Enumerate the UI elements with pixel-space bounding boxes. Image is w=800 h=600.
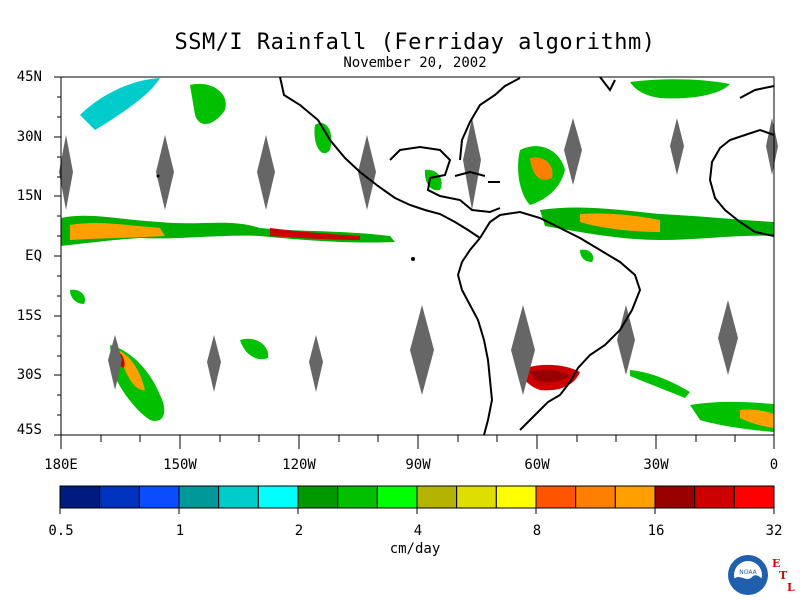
colorbar-swatch [614, 485, 656, 509]
colorbar-swatch [218, 485, 259, 509]
colorbar-swatch [138, 485, 180, 509]
colorbar-swatch [456, 485, 497, 509]
colorbar-swatch [297, 485, 339, 509]
colorbar-swatch [495, 485, 537, 509]
lon-label: 30W [643, 457, 669, 473]
map-title: SSM/I Rainfall (Ferriday algorithm) [174, 30, 656, 55]
rainfall-patches [61, 78, 774, 432]
noaa-logo-text: NOAA [739, 569, 757, 576]
lat-label: 30N [16, 129, 42, 145]
lat-label: 15N [16, 188, 42, 204]
lon-label: 0 [769, 457, 779, 473]
colorbar-swatch [178, 485, 220, 509]
colorbar-swatch [257, 485, 299, 509]
colorbar-tick-label: 16 [647, 523, 665, 539]
colorbar-swatch [99, 485, 140, 509]
islands [156, 174, 415, 261]
lon-label: 150W [163, 457, 197, 473]
lon-label: 90W [405, 457, 431, 473]
colorbar-swatch [733, 485, 775, 509]
lat-label: 15S [16, 308, 42, 324]
colorbar-swatch [376, 485, 418, 509]
colorbar-swatch [654, 485, 696, 509]
colorbar-units: cm/day [389, 541, 441, 557]
colorbar-tick-label: 2 [294, 523, 304, 539]
lon-label: 180E [44, 457, 78, 473]
map-subtitle: November 20, 2002 [343, 55, 487, 71]
axis-ticks [54, 76, 775, 449]
colorbar-swatch [59, 485, 101, 509]
etl-letter-t: T [779, 569, 788, 582]
colorbar-swatch [575, 485, 616, 509]
colorbar-tick-label: 8 [532, 523, 542, 539]
noaa-logo: NOAA E T L [728, 555, 795, 595]
lat-label: EQ [25, 248, 42, 264]
etl-letter-l: L [787, 581, 795, 594]
etl-letter-e: E [772, 557, 780, 570]
colorbar-swatch [416, 485, 458, 509]
lat-label: 45S [16, 422, 42, 438]
colorbar-swatch [337, 485, 378, 509]
colorbar-swatch [694, 485, 735, 509]
coastlines [279, 76, 775, 436]
colorbar-tick-label: 0.5 [48, 523, 74, 539]
colorbar [59, 485, 775, 514]
lat-label: 30S [16, 367, 42, 383]
colorbar-swatch [535, 485, 577, 509]
colorbar-tick-label: 32 [765, 523, 783, 539]
lon-label: 120W [282, 457, 316, 473]
lon-label: 60W [524, 457, 550, 473]
lat-label: 45N [16, 69, 42, 85]
colorbar-tick-label: 4 [413, 523, 423, 539]
colorbar-tick-label: 1 [175, 523, 185, 539]
missing-data-swaths [59, 118, 778, 395]
